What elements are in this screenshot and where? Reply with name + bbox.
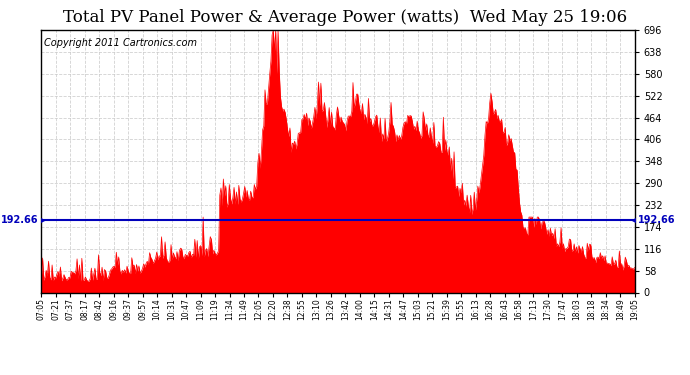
Text: Copyright 2011 Cartronics.com: Copyright 2011 Cartronics.com [44,38,197,48]
Text: 192.66: 192.66 [1,215,39,225]
Text: 192.66: 192.66 [638,215,676,225]
Text: Total PV Panel Power & Average Power (watts)  Wed May 25 19:06: Total PV Panel Power & Average Power (wa… [63,9,627,26]
